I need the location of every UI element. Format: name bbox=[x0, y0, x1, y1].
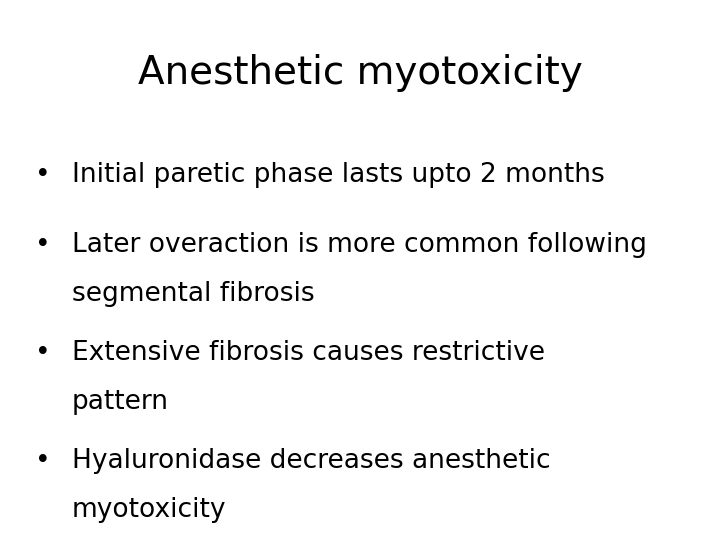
Text: •: • bbox=[35, 162, 50, 188]
Text: Initial paretic phase lasts upto 2 months: Initial paretic phase lasts upto 2 month… bbox=[72, 162, 605, 188]
Text: pattern: pattern bbox=[72, 389, 169, 415]
Text: Later overaction is more common following: Later overaction is more common followin… bbox=[72, 232, 647, 258]
Text: myotoxicity: myotoxicity bbox=[72, 497, 227, 523]
Text: Extensive fibrosis causes restrictive: Extensive fibrosis causes restrictive bbox=[72, 340, 545, 366]
Text: •: • bbox=[35, 340, 50, 366]
Text: segmental fibrosis: segmental fibrosis bbox=[72, 281, 315, 307]
Text: Anesthetic myotoxicity: Anesthetic myotoxicity bbox=[138, 54, 582, 92]
Text: •: • bbox=[35, 232, 50, 258]
Text: Hyaluronidase decreases anesthetic: Hyaluronidase decreases anesthetic bbox=[72, 448, 551, 474]
Text: •: • bbox=[35, 448, 50, 474]
